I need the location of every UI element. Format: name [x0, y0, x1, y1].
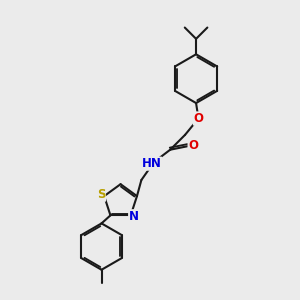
Text: HN: HN: [142, 157, 161, 170]
Text: S: S: [97, 188, 106, 201]
Text: N: N: [129, 210, 139, 223]
Text: O: O: [188, 139, 198, 152]
Text: O: O: [194, 112, 203, 125]
